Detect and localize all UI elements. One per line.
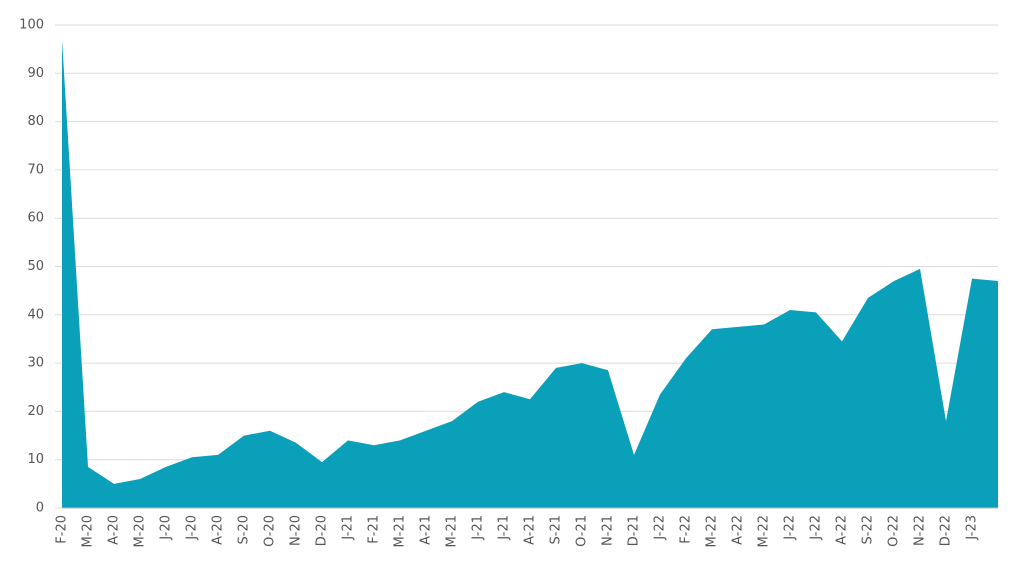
x-tick-label: N-22 <box>913 515 928 546</box>
x-tick-label: D-21 <box>627 515 642 546</box>
x-tick-label: A-20 <box>211 515 226 545</box>
x-tick-label: D-20 <box>315 515 330 546</box>
y-tick-label: 30 <box>27 356 44 371</box>
y-tick-label: 0 <box>36 501 44 516</box>
x-tick-label: J-21 <box>471 515 486 541</box>
y-tick-label: 40 <box>27 307 44 322</box>
x-tick-label: J-23 <box>965 515 980 541</box>
y-tick-label: 100 <box>19 18 44 33</box>
x-tick-label: A-21 <box>419 515 434 545</box>
x-tick-label: D-22 <box>939 515 954 546</box>
y-tick-label: 90 <box>27 66 44 81</box>
x-tick-label: M-20 <box>81 515 96 547</box>
x-tick-label: M-20 <box>133 515 148 547</box>
y-tick-label: 80 <box>27 114 44 129</box>
x-tick-label: S-22 <box>861 515 876 545</box>
area <box>62 39 998 508</box>
x-tick-label: A-21 <box>523 515 538 545</box>
x-tick-label: M-22 <box>757 515 772 547</box>
x-tick-label: O-21 <box>575 515 590 547</box>
x-tick-label: M-21 <box>393 515 408 547</box>
x-tick-label: M-22 <box>705 515 720 547</box>
y-tick-label: 50 <box>27 259 44 274</box>
x-tick-label: F-21 <box>367 515 382 544</box>
x-tick-label: A-20 <box>107 515 122 545</box>
x-tick-label: J-20 <box>185 515 200 541</box>
y-tick-label: 20 <box>27 404 44 419</box>
x-tick-label: J-21 <box>497 515 512 541</box>
x-tick-label: F-22 <box>679 515 694 544</box>
x-tick-label: S-20 <box>237 515 252 545</box>
x-tick-label: J-22 <box>783 515 798 541</box>
y-tick-label: 60 <box>27 211 44 226</box>
y-tick-label: 10 <box>27 452 44 467</box>
x-tick-label: O-22 <box>887 515 902 547</box>
x-tick-label: J-22 <box>653 515 668 541</box>
x-tick-label: F-20 <box>55 515 70 544</box>
x-tick-label: M-21 <box>445 515 460 547</box>
x-tick-label: J-21 <box>341 515 356 541</box>
x-tick-label: N-21 <box>601 515 616 546</box>
x-tick-label: S-21 <box>549 515 564 545</box>
x-tick-label: N-20 <box>289 515 304 546</box>
y-tick-label: 70 <box>27 162 44 177</box>
x-tick-label: O-20 <box>263 515 278 547</box>
x-tick-label: J-20 <box>159 515 174 541</box>
x-tick-label: A-22 <box>731 515 746 545</box>
x-tick-label: J-22 <box>809 515 824 541</box>
x-tick-label: A-22 <box>835 515 850 545</box>
